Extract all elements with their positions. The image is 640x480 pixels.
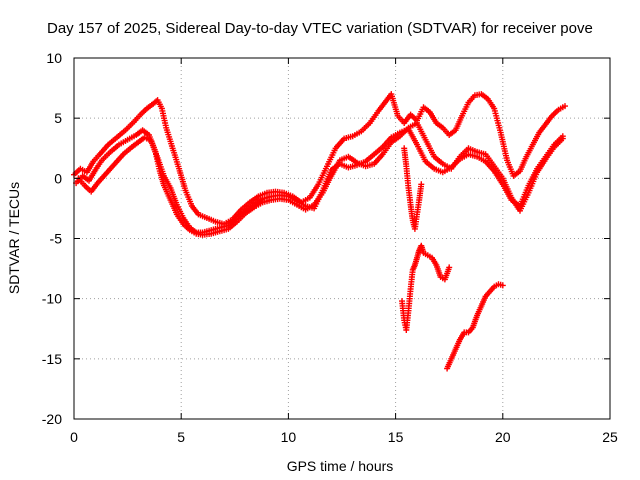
data-point — [418, 181, 425, 188]
y-tick-label: -5 — [50, 231, 63, 247]
series-spike-15h — [401, 145, 425, 232]
grid — [74, 58, 610, 419]
x-tick-label: 10 — [281, 429, 297, 445]
y-tick-label: -10 — [42, 291, 62, 307]
data-point — [562, 103, 568, 110]
data-point — [499, 282, 506, 289]
data-point — [446, 264, 453, 271]
y-tick-label: -20 — [42, 411, 62, 427]
x-axis-label: GPS time / hours — [287, 458, 394, 474]
y-tick-label: 10 — [46, 50, 62, 66]
axis-ticks: 0 5 10 15 20 25 -20 -15 -10 -5 0 5 10 — [42, 50, 618, 445]
series-segment-15-18h — [399, 242, 453, 333]
y-tick-label: 0 — [54, 170, 62, 186]
series-segment-17-20h — [444, 281, 506, 372]
x-tick-label: 20 — [495, 429, 511, 445]
x-tick-label: 15 — [388, 429, 404, 445]
series-track-c — [75, 126, 566, 236]
y-tick-label: 5 — [54, 110, 62, 126]
x-tick-label: 0 — [70, 429, 78, 445]
chart-title: Day 157 of 2025, Sidereal Day-to-day VTE… — [47, 20, 593, 37]
x-tick-label: 5 — [177, 429, 185, 445]
data-point — [559, 133, 566, 140]
data-marks — [71, 91, 568, 372]
y-axis-label: SDTVAR / TECUs — [6, 182, 22, 294]
series-track-a — [71, 91, 568, 228]
x-tick-label: 25 — [602, 429, 618, 445]
y-tick-label: -15 — [42, 351, 62, 367]
